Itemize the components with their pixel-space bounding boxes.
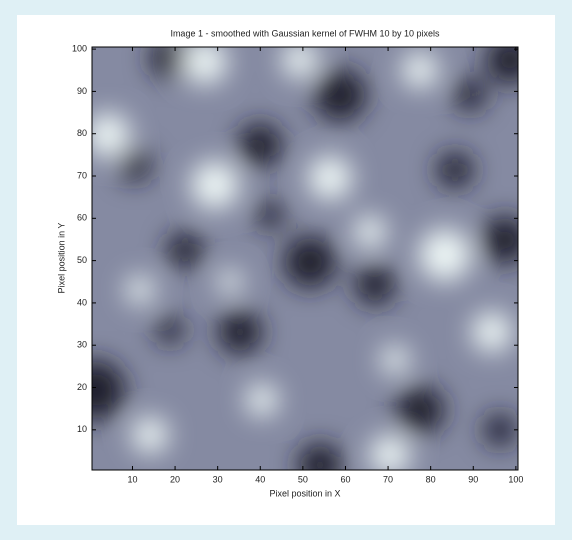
x-tick-label: 20 (170, 474, 180, 484)
chart-title: Image 1 - smoothed with Gaussian kernel … (170, 28, 440, 38)
y-tick-label: 100 (72, 43, 87, 53)
x-tick-label: 40 (255, 474, 265, 484)
x-tick-label: 60 (340, 474, 350, 484)
image (92, 47, 518, 470)
y-tick-label: 50 (77, 255, 87, 265)
x-tick-label: 30 (213, 474, 223, 484)
y-tick-label: 60 (77, 213, 87, 223)
x-axis-label: Pixel position in X (269, 488, 340, 498)
y-tick-label: 30 (77, 340, 87, 350)
y-tick-label: 80 (77, 128, 87, 138)
x-tick-label: 70 (383, 474, 393, 484)
y-tick-label: 10 (77, 424, 87, 434)
y-tick-label: 40 (77, 297, 87, 307)
y-tick-label: 20 (77, 382, 87, 392)
y-tick-label: 90 (77, 86, 87, 96)
x-tick-label: 100 (508, 474, 523, 484)
y-tick-label: 70 (77, 170, 87, 180)
plot-frame (91, 46, 519, 471)
x-tick-label: 80 (426, 474, 436, 484)
y-axis-label: Pixel position in Y (56, 223, 66, 294)
x-tick-label: 50 (298, 474, 308, 484)
x-tick-label: 90 (468, 474, 478, 484)
x-tick-label: 10 (127, 474, 137, 484)
